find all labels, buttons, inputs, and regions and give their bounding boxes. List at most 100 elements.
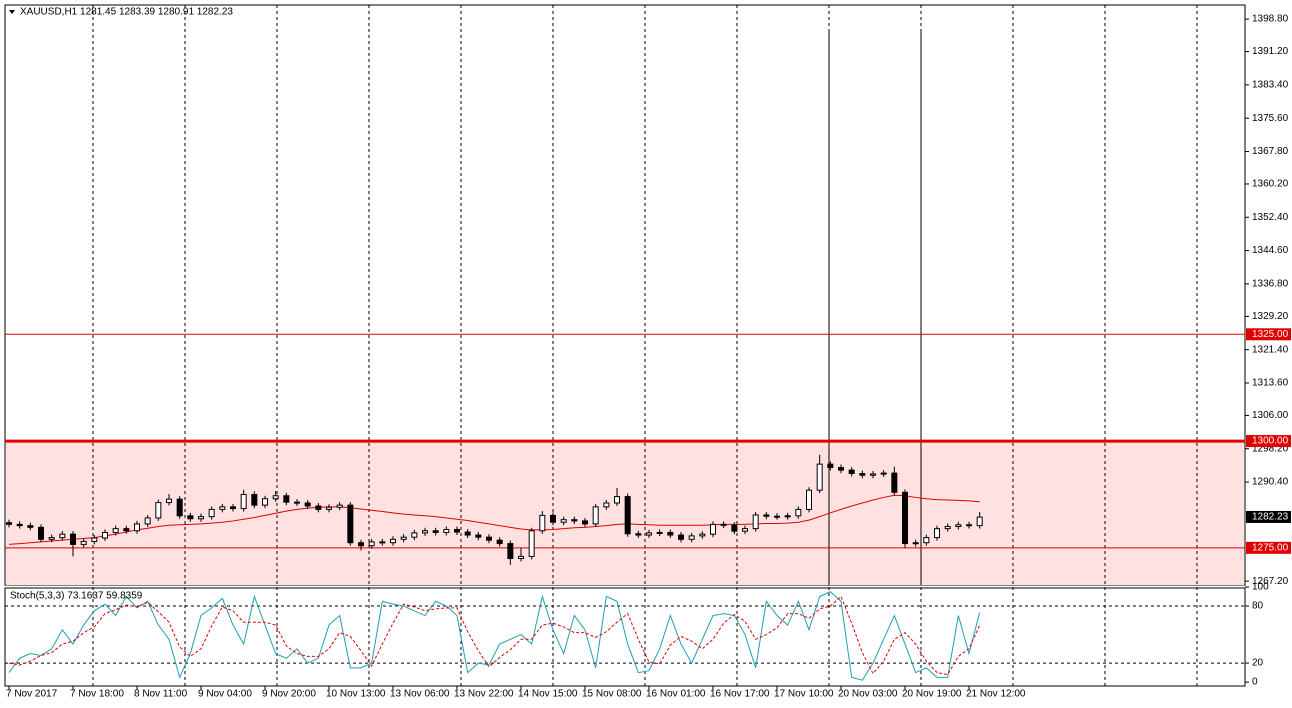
candle-body: [560, 519, 567, 523]
candle-body: [304, 502, 311, 507]
candle-body: [976, 516, 983, 527]
candle-body: [763, 514, 770, 517]
candle-body: [582, 520, 588, 525]
candle-body: [464, 531, 471, 536]
candle-body: [48, 537, 55, 540]
y-tick-label: 1344.60: [1252, 245, 1289, 256]
candle-body: [432, 530, 439, 533]
candle-body: [838, 467, 844, 471]
y-tick-label: 100: [1252, 582, 1269, 593]
candle-body: [155, 502, 162, 519]
candle-body: [816, 463, 823, 491]
x-tick-label: 7 Nov 2017: [6, 689, 58, 700]
y-tick-label: 1313.60: [1252, 378, 1289, 389]
price-label: 1325.00: [1252, 329, 1289, 340]
candle-body: [379, 541, 386, 544]
y-tick-label: 1398.80: [1252, 14, 1289, 25]
x-tick-label: 14 Nov 15:00: [518, 689, 578, 700]
y-tick-label: 1383.40: [1252, 80, 1289, 91]
stoch-line: [8, 591, 981, 681]
candle-body: [80, 540, 87, 545]
x-tick-label: 20 Nov 03:00: [838, 689, 898, 700]
candle-body: [966, 524, 972, 527]
candle-body: [358, 542, 364, 547]
candle-body: [411, 532, 418, 538]
x-tick-label: 16 Nov 01:00: [646, 689, 706, 700]
candle-body: [422, 530, 428, 534]
current-price-box: [1246, 510, 1291, 523]
candle-body: [710, 523, 716, 535]
candle-body: [102, 531, 108, 539]
candle-body: [123, 528, 130, 532]
candle-body: [230, 506, 236, 510]
candle-body: [731, 524, 738, 532]
candle-body: [624, 496, 631, 535]
candle-body: [742, 528, 748, 532]
candle-body: [187, 515, 194, 520]
y-tick-label: 1290.40: [1252, 477, 1289, 488]
candle-body: [699, 533, 706, 537]
candle-body: [806, 489, 812, 510]
candle-body: [262, 498, 268, 506]
candle-body: [923, 537, 930, 544]
candle-body: [752, 514, 759, 530]
candle-body: [934, 528, 940, 539]
candle-body: [208, 508, 215, 518]
candle-body: [475, 534, 482, 538]
y-tick-label: 1267.20: [1252, 576, 1289, 587]
candle-body: [720, 523, 727, 526]
candle-body: [219, 506, 226, 510]
x-tick-label: 13 Nov 22:00: [454, 689, 514, 700]
candle-body: [134, 523, 140, 532]
x-tick-label: 17 Nov 10:00: [774, 689, 834, 700]
candle-body: [336, 504, 343, 508]
candle-body: [518, 555, 524, 560]
candle-body: [454, 528, 460, 533]
candle-body: [528, 530, 535, 557]
candle-body: [166, 498, 172, 504]
y-tick-label: 1375.60: [1252, 113, 1289, 124]
candle-body: [539, 514, 546, 532]
candle-body: [144, 517, 151, 525]
candle-body: [486, 536, 492, 541]
price-label-box: [1246, 328, 1291, 341]
candle-body: [795, 508, 802, 517]
candle-body: [6, 522, 12, 525]
candle-body: [326, 506, 332, 510]
y-tick-label: 1298.20: [1252, 443, 1289, 454]
candle-body: [496, 539, 503, 545]
candle-body: [390, 538, 396, 544]
candle-body: [443, 528, 450, 533]
candle-body: [955, 524, 962, 527]
stoch-line: [8, 595, 981, 676]
x-tick-label: 16 Nov 17:00: [710, 689, 770, 700]
candle-body: [848, 469, 855, 475]
price-label-box: [1246, 541, 1291, 554]
stoch-panel-frame: [4, 587, 1246, 687]
candle-body: [880, 472, 887, 475]
candle-body: [347, 504, 354, 544]
x-tick-label: 15 Nov 08:00: [582, 689, 642, 700]
candle-body: [603, 502, 610, 508]
x-tick-label: 9 Nov 20:00: [262, 689, 316, 700]
moving-average: [8, 494, 980, 545]
price-label: 1275.00: [1252, 542, 1289, 553]
x-tick-label: 8 Nov 11:00: [134, 689, 188, 700]
y-tick-label: 1352.40: [1252, 212, 1289, 223]
y-tick-label: 1336.80: [1252, 279, 1289, 290]
candle-body: [294, 501, 300, 504]
candle-body: [646, 532, 652, 536]
current-price-label: 1282.23: [1252, 512, 1289, 523]
candle-body: [198, 516, 204, 520]
y-tick-label: 20: [1252, 658, 1264, 669]
candle-body: [891, 472, 898, 493]
y-tick-label: 1329.20: [1252, 311, 1289, 322]
candle-body: [283, 495, 290, 503]
x-tick-label: 10 Nov 13:00: [326, 689, 386, 700]
candle-body: [315, 505, 322, 510]
candle-body: [688, 535, 695, 540]
menu-arrow[interactable]: [9, 10, 15, 14]
candle-body: [251, 493, 258, 506]
